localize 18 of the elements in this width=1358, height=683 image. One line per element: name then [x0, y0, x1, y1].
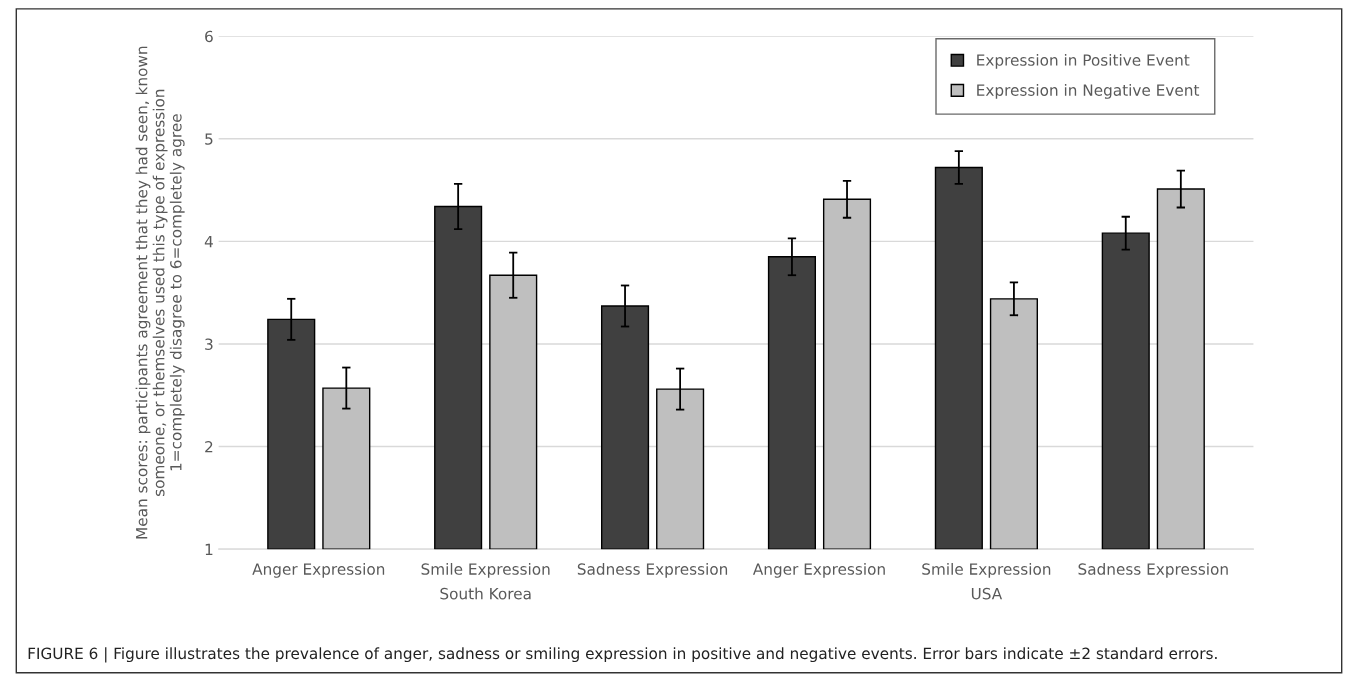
x-tick-label: Smile Expression — [421, 563, 550, 578]
y-tick-label: 4 — [204, 236, 213, 248]
y-tick-label: 5 — [205, 133, 213, 145]
x-tick-label: Smile Expression — [922, 563, 1051, 578]
text: South Korea — [440, 587, 531, 600]
x-tick-label: Anger Expression — [252, 563, 385, 578]
legend-label: Expression in Positive Event — [977, 53, 1190, 69]
y-tick-label: 2 — [205, 441, 213, 453]
legend-label: Expression in Negative Event — [977, 84, 1200, 99]
text: USA — [971, 587, 1003, 600]
y-tick-label: 6 — [205, 30, 213, 43]
y-axis-title: Mean scores: participants agreement that they had seen, known someone, or themselves used this type of expression 1=completely disagree to 6=completely agree — [135, 46, 185, 539]
y-tick-label: 1 — [205, 543, 213, 555]
x-tick-label: Sadness Expression — [1078, 563, 1228, 578]
caption: FIGURE 6 | Figure illustrates the prevalence of anger, sadness or smiling expression in positive and negative events. Error bars indicate ±2 standard errors. — [28, 647, 1217, 663]
y-tick-label: 3 — [205, 338, 213, 350]
x-tick-label: Sadness Expression — [577, 563, 728, 578]
x-tick-label: Anger Expression — [752, 563, 885, 578]
